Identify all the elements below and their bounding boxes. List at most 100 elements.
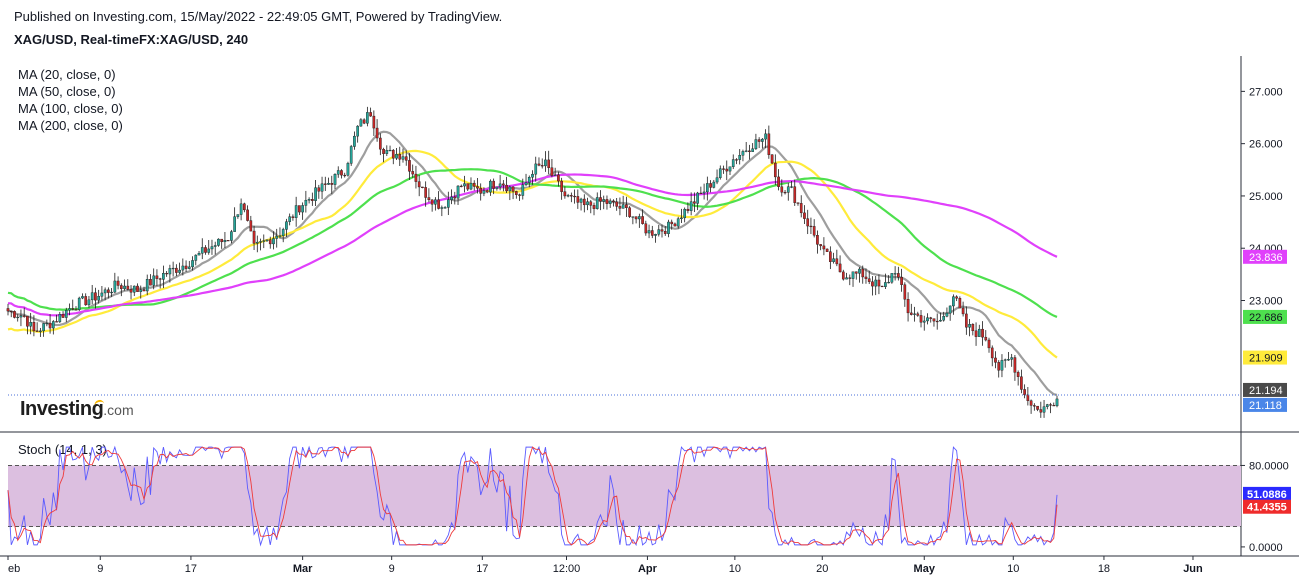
candle	[281, 227, 285, 243]
candle-down	[311, 199, 314, 201]
candle	[534, 156, 538, 182]
investing-logo: Investing.com	[20, 398, 134, 421]
candle	[239, 198, 243, 221]
candle-up	[1007, 359, 1010, 361]
candle-up	[1055, 398, 1059, 407]
candle	[152, 268, 156, 290]
legend-ma50[interactable]: MA (50, close, 0)	[18, 84, 116, 99]
legend-ma100[interactable]: MA (100, close, 0)	[18, 101, 123, 116]
candle-down	[867, 278, 871, 282]
candle-down	[246, 209, 249, 221]
candle-down	[55, 321, 58, 323]
candle-down	[369, 112, 372, 117]
candle	[738, 149, 742, 165]
candle-down	[437, 199, 440, 209]
candle	[404, 150, 408, 166]
candle	[570, 192, 573, 203]
candle-up	[602, 199, 606, 202]
candle	[356, 125, 359, 143]
candle	[638, 213, 641, 228]
candle	[968, 318, 971, 337]
legend-ma200[interactable]: MA (200, close, 0)	[18, 118, 123, 133]
candle-down	[391, 149, 395, 159]
candle-up	[586, 201, 589, 206]
candle	[560, 177, 563, 200]
candle	[243, 202, 246, 213]
legend-ma20[interactable]: MA (20, close, 0)	[18, 67, 116, 82]
candle	[913, 306, 916, 322]
candle	[421, 186, 424, 189]
candle	[346, 161, 350, 177]
candle	[984, 330, 988, 342]
candle-up	[42, 323, 45, 332]
price-badge: 21.118	[1243, 397, 1287, 412]
candle-up	[333, 174, 337, 185]
candle	[660, 224, 664, 238]
candle-down	[421, 186, 424, 188]
candle-down	[984, 336, 988, 341]
time-tick-label: May	[914, 563, 936, 575]
candle	[61, 311, 65, 319]
candle	[71, 299, 75, 311]
candle-up	[566, 195, 570, 197]
candle-up	[851, 271, 855, 279]
candle-up	[689, 201, 693, 211]
ma200-line	[7, 173, 1058, 317]
candle-down	[634, 216, 638, 220]
candle	[32, 315, 36, 337]
candle	[822, 237, 826, 256]
candle	[625, 196, 628, 217]
candle-down	[573, 195, 576, 198]
candle-down	[119, 285, 123, 289]
candle	[521, 178, 525, 200]
candle	[443, 206, 447, 209]
candle-down	[136, 285, 139, 292]
candle	[761, 138, 764, 149]
candle	[1007, 352, 1010, 361]
candle-up	[1045, 404, 1049, 407]
candle-down	[424, 187, 427, 198]
candle-down	[916, 313, 920, 316]
candle-down	[644, 223, 648, 234]
price-tick-label: 25.000	[1249, 191, 1283, 203]
candle-up	[301, 205, 304, 213]
candle-down	[932, 318, 936, 322]
candles	[6, 106, 1059, 418]
candle-up	[168, 268, 172, 275]
candle-down	[476, 186, 479, 189]
candle	[897, 266, 900, 281]
stoch-badge-bg	[1243, 499, 1291, 514]
candle-down	[767, 133, 771, 155]
candle-up	[259, 241, 262, 243]
candle-up	[51, 321, 55, 329]
candle	[579, 197, 583, 211]
candle-down	[663, 230, 667, 234]
logo-name: Investing	[20, 398, 104, 420]
candle-down	[809, 225, 813, 228]
candle	[171, 261, 175, 277]
candle	[469, 177, 473, 191]
candle-up	[255, 241, 259, 244]
candle	[932, 318, 936, 327]
candle	[81, 293, 84, 300]
candle-down	[1039, 409, 1043, 413]
stoch-label[interactable]: Stoch (14, 1, 3)	[18, 442, 107, 457]
candle-down	[479, 188, 483, 194]
candle	[1049, 402, 1052, 414]
candle	[1013, 355, 1017, 381]
candle-down	[505, 184, 508, 192]
time-tick-label: Jun	[1183, 563, 1203, 575]
candle-up	[200, 247, 204, 254]
candle-down	[612, 200, 615, 203]
candle-up	[696, 192, 699, 204]
candle	[699, 186, 703, 194]
candle	[39, 327, 42, 337]
candle	[165, 271, 168, 277]
candle	[628, 206, 631, 218]
candle	[793, 179, 797, 206]
candle	[450, 189, 453, 205]
candle-up	[495, 186, 499, 189]
candle	[107, 287, 110, 299]
ma50-line	[7, 149, 1058, 359]
